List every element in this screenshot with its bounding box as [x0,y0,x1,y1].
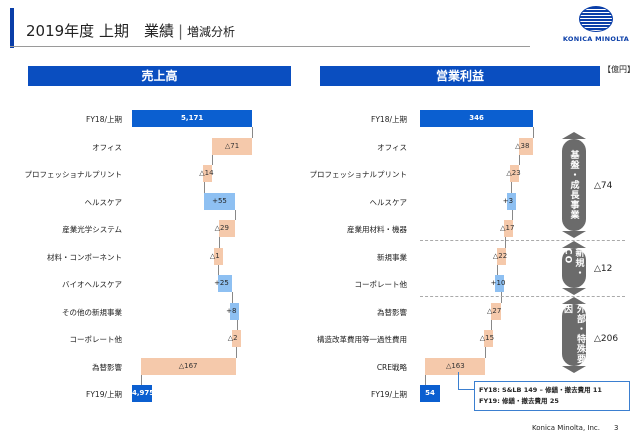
sales-bar: △71 [211,137,253,155]
sales-connector-line [140,374,142,385]
op-income-bar: △23 [506,165,521,182]
op-income-row-label: FY19/上期 [371,390,407,399]
group2-arrow-top [562,241,586,248]
sales-connector-line [236,319,238,330]
sales-connector-line [235,209,237,220]
sales-row-label: ヘルスケア [84,197,123,207]
sales-bar: +55 [203,192,236,210]
footer-page-number: 3 [614,424,619,432]
title-separator: | [177,22,184,40]
sales-connector-line [203,182,205,193]
sales-row-label: 産業光学システム [62,225,122,234]
group-value-core-growth: △74 [594,181,613,191]
note-line-2: FY19: 修繕・撤去費用 25 [479,397,559,405]
op-income-connector-line [491,319,493,330]
sales-row-label: オフィス [92,142,122,152]
sales-bar: △29 [215,220,236,237]
op-income-connector-line [505,237,507,248]
op-income-row-label: 産業用材料・機器 [347,225,407,234]
op-income-row-label: オフィス [377,142,407,152]
op-income-bar: △22 [493,247,507,265]
unit-label: 【億円】 [603,65,635,74]
company-logo: KONICA MINOLTA [560,6,632,48]
callout-connector-vertical [458,372,459,390]
title-underline [10,46,530,47]
sales-row-label: バイオヘルスケア [62,280,122,289]
op-income-bar: 346 [420,110,534,127]
group-value-new-co: △12 [594,264,613,274]
sales-bar: △2 [228,330,241,347]
globe-logo-icon [579,6,613,32]
sales-bar: +8 [226,302,240,320]
op-income-row-label: 新規事業 [377,252,407,262]
sales-row-label: 材料・コンポーネント [47,252,122,262]
title-main: 2019年度 上期 業績 [26,22,174,40]
op-income-bar: +10 [491,275,505,292]
group1-arrow-bottom [562,231,586,238]
op-income-connector-line [497,264,499,275]
group-value-external-special: △206 [594,334,619,344]
op-income-connector-line [511,209,513,220]
sales-bar: 5,171 [132,110,253,127]
op-income-bar: △38 [515,137,534,155]
op-income-row-label: コーポレート他 [354,280,408,289]
op-income-bar: +3 [503,192,516,210]
op-income-connector-line [501,292,503,303]
sales-connector-line [235,347,237,358]
group2-arrow-bottom [562,288,586,295]
op-income-bar: △17 [500,220,514,237]
op-income-row-label: 為替影響 [377,307,407,317]
op-income-row-label: 構造改革費用等一過性費用 [317,335,407,344]
sales-row-label: FY19/上期 [86,390,122,399]
op-income-connector-line [533,127,535,138]
sales-bar: △14 [199,165,214,182]
op-income-connector-line [425,374,427,385]
sales-bar: 4,975 [132,385,154,402]
op-income-row-label: FY18/上期 [371,115,407,124]
sales-bar: △167 [140,357,236,375]
group3-arrow-bottom [562,366,586,373]
group-divider-1 [420,240,625,241]
sales-row-label: プロフェッショナルプリント [24,170,123,179]
cre-note-box: FY18: S&LB 149 – 修繕・撤去費用 11 FY19: 修繕・撤去費… [474,381,630,411]
sales-connector-line [232,292,234,303]
logo-wordmark: KONICA MINOLTA [562,35,630,43]
op-income-bar: 54 [420,385,440,402]
sales-row-label: その他の新規事業 [62,307,122,317]
sales-row-label: 為替影響 [92,362,122,372]
footer-company: Konica Minolta, Inc. [532,424,600,432]
group-pill-new-co: 新規・CO [562,248,586,288]
group-pill-core-growth: 基盤・成長事業 [562,139,586,231]
group3-arrow-top [562,297,586,304]
sales-bar: △1 [210,247,223,265]
op-income-bar: △27 [487,302,501,320]
sales-connector-line [252,127,254,138]
op-income-row-label: CRE戦略 [376,362,407,372]
title-subtitle: 増減分析 [187,25,236,39]
sales-panel-header: 売上高 [28,66,291,86]
sales-connector-line [218,264,220,275]
op-income-connector-line [485,347,487,358]
op-income-connector-line [519,154,521,165]
page-title: 2019年度 上期 業績 | 増減分析 [26,20,235,41]
op-income-row-label: ヘルスケア [369,197,408,207]
group1-arrow-top [562,132,586,139]
op-income-bar: △15 [480,330,494,347]
group-pill-external-special: 外部・特殊要因 [562,304,586,366]
op-income-row-label: プロフェッショナルプリント [309,170,408,179]
op-income-panel-header: 営業利益 [320,66,600,86]
op-income-bar: △163 [425,357,486,375]
title-accent-bar [10,8,14,48]
sales-connector-line [211,154,213,165]
sales-row-label: コーポレート他 [69,335,123,344]
note-line-1: FY18: S&LB 149 – 修繕・撤去費用 11 [479,386,602,394]
group-divider-2 [420,296,625,297]
sales-bar: +25 [214,275,233,292]
callout-connector-horizontal [458,389,474,390]
sales-row-label: FY18/上期 [86,115,122,124]
sales-connector-line [218,237,220,248]
op-income-connector-line [510,182,512,193]
